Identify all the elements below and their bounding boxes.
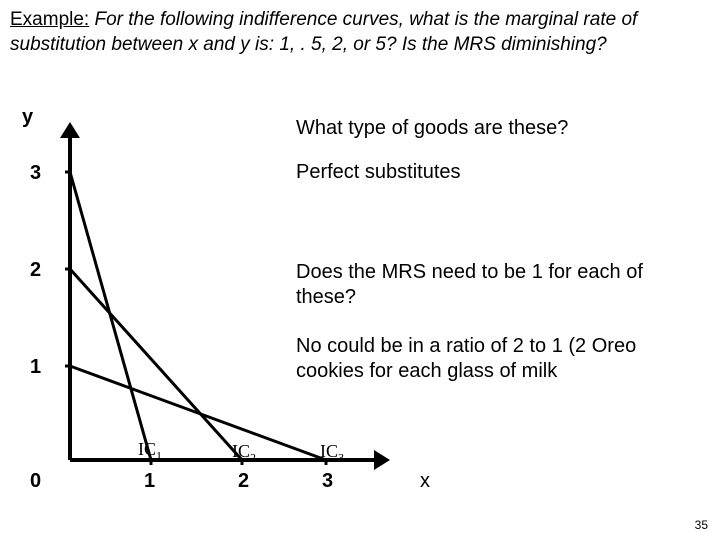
x-tick-2: 2 [238, 470, 249, 493]
heading: Example: For the following indifference … [0, 0, 720, 57]
page-number: 35 [695, 518, 708, 532]
qa-a1: Perfect substitutes [296, 160, 696, 185]
x-axis-label: x [420, 470, 430, 493]
y-tick-3: 3 [30, 162, 41, 185]
example-label: Example: [10, 9, 89, 30]
y-tick-2: 2 [30, 259, 41, 282]
qa-q2: Does the MRS need to be 1 for each of th… [296, 260, 696, 310]
x-tick-3: 3 [322, 470, 333, 493]
ic-label-2: IC2 [232, 441, 256, 466]
y-tick-1: 1 [30, 356, 41, 379]
qa-q1: What type of goods are these? [296, 116, 696, 141]
ic-label-1: IC1 [138, 439, 162, 464]
ic-label-3: IC3 [320, 441, 344, 466]
x-tick-1: 1 [144, 470, 155, 493]
y-tick-0: 0 [30, 470, 41, 493]
qa-a2: No could be in a ratio of 2 to 1 (2 Oreo… [296, 334, 696, 384]
heading-question: For the following indifference curves, w… [10, 9, 637, 55]
y-axis-label: y [22, 106, 33, 129]
